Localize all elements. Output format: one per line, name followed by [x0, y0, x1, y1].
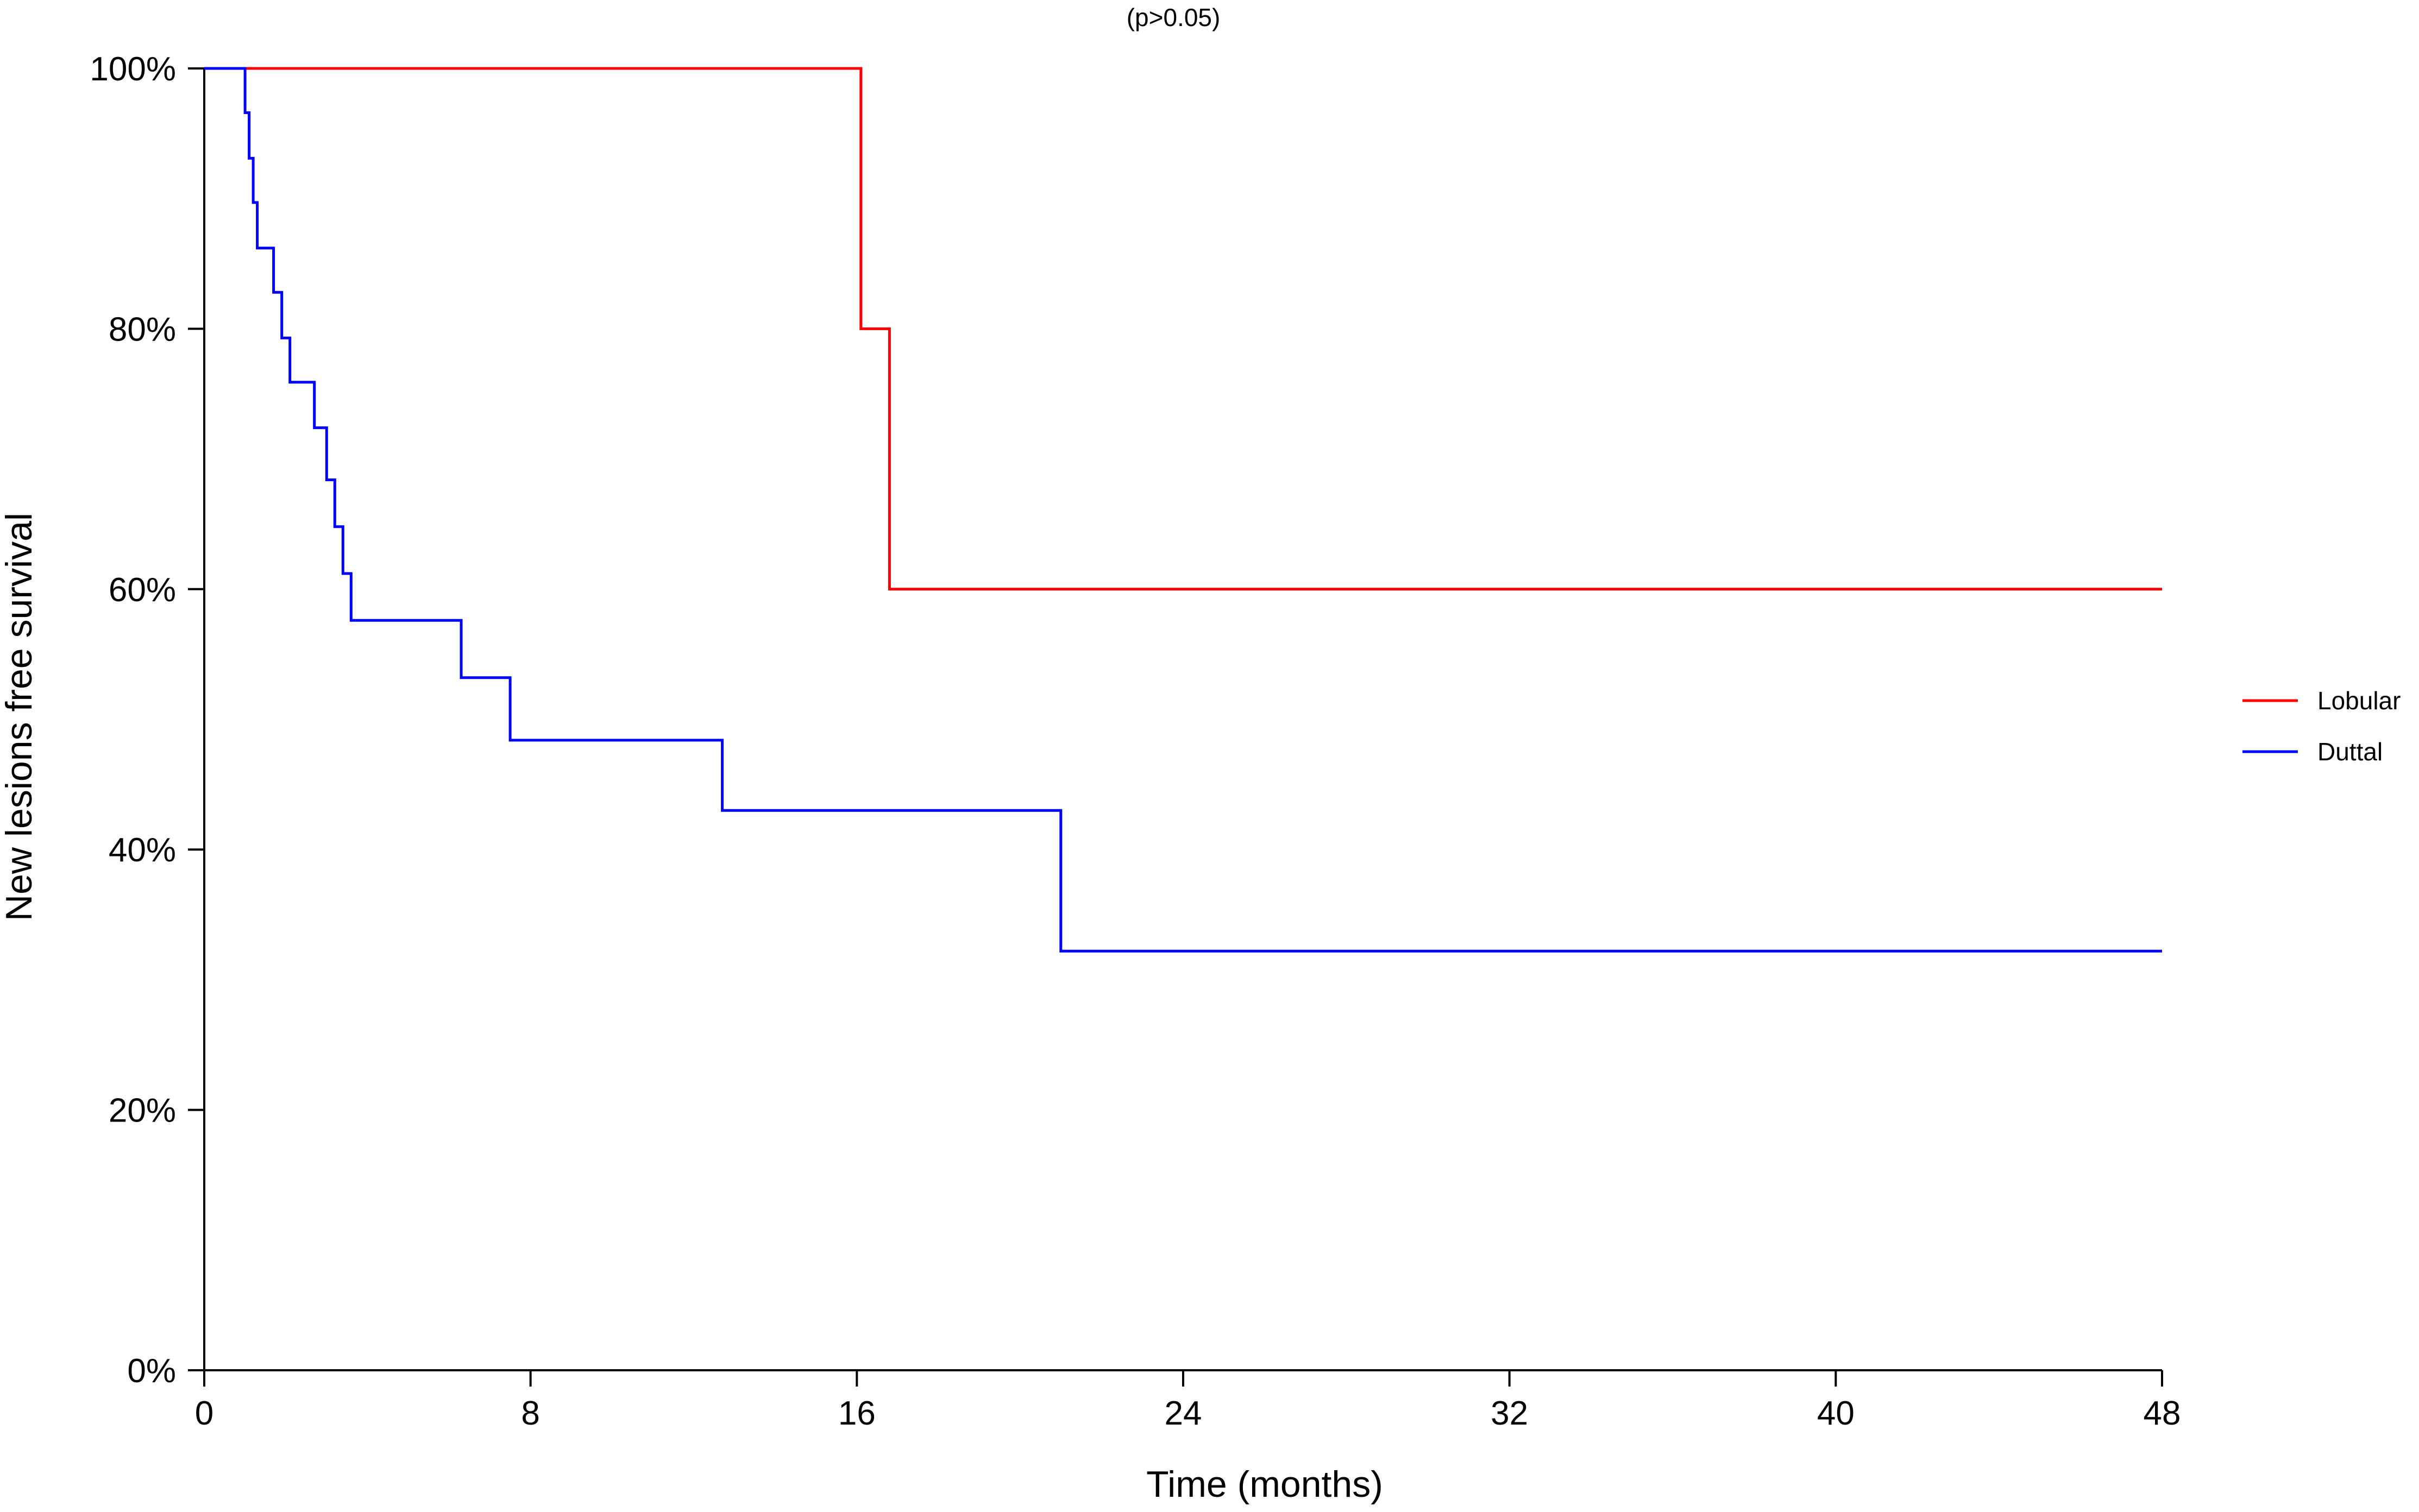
y-axis-title: New lesions free survival [0, 513, 40, 921]
x-tick-label: 32 [1491, 1395, 1528, 1432]
x-tick-label: 40 [1817, 1395, 1855, 1432]
x-axis-title: Time (months) [1146, 1464, 1383, 1505]
legend-label-lobular: Lobular [2317, 686, 2401, 715]
y-tick-label: 20% [109, 1092, 176, 1130]
y-tick-label: 40% [109, 831, 176, 869]
legend-label-duttal: Duttal [2317, 738, 2383, 766]
y-tick-label: 0% [127, 1352, 176, 1390]
y-tick-label: 60% [109, 571, 176, 609]
x-tick-label: 8 [521, 1395, 539, 1432]
x-tick-label: 16 [838, 1395, 876, 1432]
series-line-lobular [204, 67, 2162, 591]
chart-subtitle: (p>0.05) [1127, 3, 1221, 32]
x-tick-label: 48 [2144, 1395, 2181, 1432]
series-line-duttal [204, 67, 2162, 953]
y-tick-label: 100% [90, 51, 176, 88]
x-tick-label: 0 [195, 1395, 213, 1432]
y-tick-label: 80% [109, 311, 176, 348]
x-tick-label: 24 [1165, 1395, 1202, 1432]
